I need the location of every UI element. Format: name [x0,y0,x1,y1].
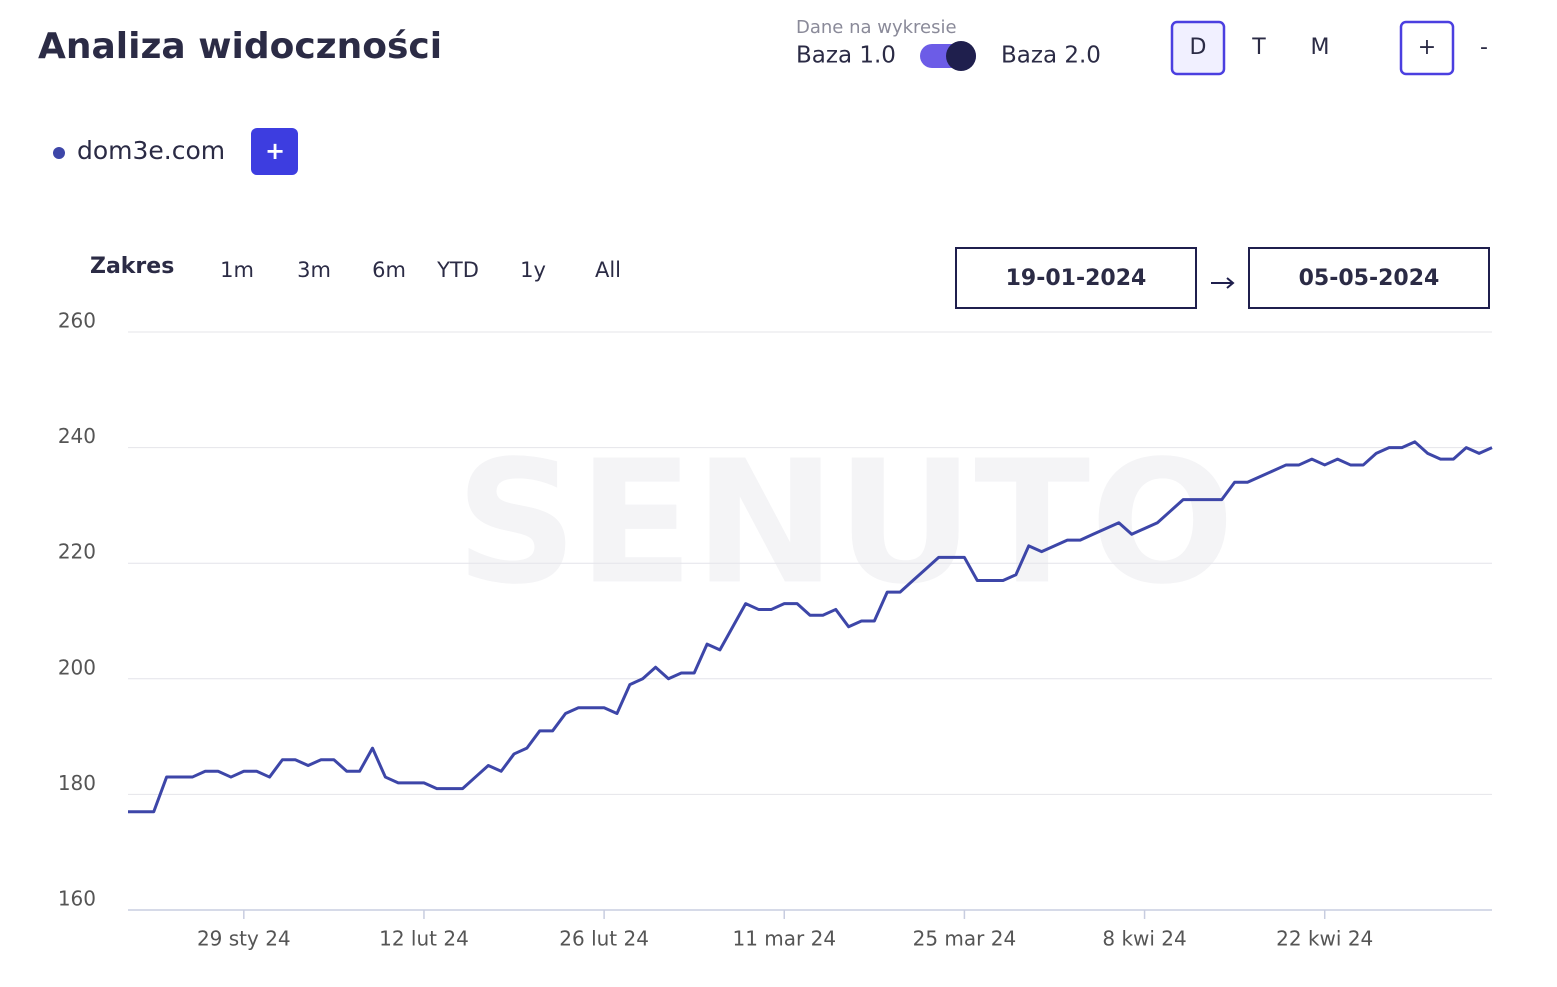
range-label: Zakres [90,254,174,279]
date-arrow [1211,277,1235,289]
zoom-out[interactable]: - [1480,35,1488,60]
y-tick-label: 180 [58,771,96,795]
toggle-knob[interactable] [946,41,976,71]
range-option[interactable]: 1y [520,258,546,282]
range-option[interactable]: 1m [220,258,254,282]
base-left[interactable]: Baza 1.0 [796,43,896,69]
series-line [128,440,1493,814]
source-label: Dane na wykresie [796,17,957,38]
y-tick-label: 260 [58,309,96,333]
date-from-box[interactable] [955,247,1197,309]
base-right[interactable]: Baza 2.0 [1001,43,1101,69]
granularity-button[interactable]: D [1190,35,1207,60]
granularity-button[interactable]: T [1251,35,1266,60]
x-tick-label: 29 sty 24 [197,927,291,951]
add-domain-button[interactable] [251,128,298,175]
y-tick-label: 160 [58,887,96,911]
page-title: Analiza widoczności [38,26,442,67]
granularity-button[interactable]: M [1311,35,1330,60]
zoom-in-frame[interactable] [1399,20,1455,76]
y-tick-label: 200 [58,655,96,679]
x-tick-label: 26 lut 24 [559,927,649,951]
legend-marker [53,147,65,159]
date-to[interactable]: 05-05-2024 [1299,266,1440,291]
range-option[interactable]: All [595,258,621,282]
date-from[interactable]: 19-01-2024 [1006,266,1147,291]
watermark: SENUTO [455,424,1234,622]
x-tick-label: 25 mar 24 [913,927,1017,951]
plot: 160 180 200 220 240 260 29 sty 24 12 lut 24 26 l… [58,309,1493,951]
x-tick-label: 22 kwi 24 [1276,927,1373,951]
y-tick-label: 220 [58,540,96,564]
range-option[interactable]: YTD [436,258,479,282]
date-to-box[interactable] [1248,247,1490,309]
zoom-in[interactable]: + [1418,35,1436,60]
y-tick-label: 240 [58,424,96,448]
x-tick-label: 8 kwi 24 [1102,927,1186,951]
add-domain-label[interactable]: + [265,137,285,165]
legend-label: dom3e.com [77,136,225,165]
range-option[interactable]: 6m [372,258,406,282]
range-option[interactable]: 3m [297,258,331,282]
x-tick-label: 11 mar 24 [732,927,836,951]
x-tick-label: 12 lut 24 [379,927,469,951]
granularity-button-active[interactable] [1170,20,1226,76]
